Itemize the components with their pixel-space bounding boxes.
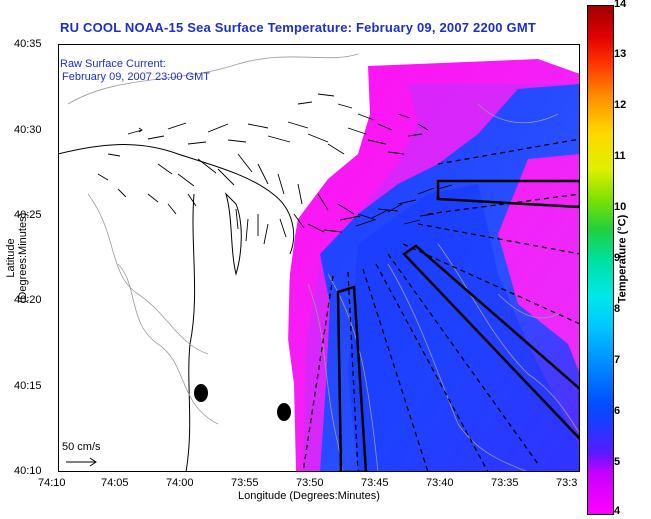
x-axis-label: Longitude (Degrees:Minutes)	[238, 490, 380, 502]
scale-arrow	[66, 457, 97, 467]
y-tick-label: 40:35	[14, 38, 42, 50]
colorbar-tick: 11	[614, 150, 626, 162]
y-tick-label: 40:10	[14, 465, 42, 477]
colorbar-tick: 13	[614, 48, 627, 60]
surface-current-vectors	[97, 93, 453, 245]
x-tick-label: 73:3	[556, 477, 578, 489]
x-tick-label: 73:40	[426, 477, 454, 489]
temperature-colorbar	[587, 5, 614, 515]
x-tick-label: 74:05	[101, 477, 129, 489]
station-marker	[277, 403, 291, 421]
y-tick-label: 40:30	[14, 124, 42, 136]
x-tick-label: 73:50	[296, 477, 324, 489]
coastline-hook	[225, 192, 242, 276]
y-tick-label: 40:20	[14, 294, 42, 306]
colorbar-tick: 10	[614, 201, 627, 213]
land-area	[58, 44, 363, 472]
current-legend-title: Raw Surface Current:	[60, 58, 166, 70]
map-canvas	[58, 44, 580, 472]
colorbar-tick: 5	[614, 456, 621, 468]
x-tick-label: 73:45	[361, 477, 389, 489]
scale-label: 50 cm/s	[62, 441, 101, 453]
coastline-bay	[58, 144, 295, 255]
colorbar-tick: 14	[614, 0, 627, 10]
colorbar-tick: 8	[614, 303, 621, 315]
colorbar-tick: 6	[614, 405, 621, 417]
colorbar-tick: 7	[614, 354, 621, 366]
x-tick-label: 73:35	[491, 477, 519, 489]
map-title: RU COOL NOAA-15 Sea Surface Temperature:…	[60, 20, 537, 35]
colorbar-tick: 12	[614, 99, 627, 111]
x-tick-label: 73:55	[231, 477, 259, 489]
colorbar-tick: 9	[614, 252, 621, 264]
plot-frame	[58, 44, 580, 472]
x-tick-label: 74:00	[166, 477, 194, 489]
y-axis-label: Latitude (Degrees:Minutes)	[5, 212, 29, 304]
station-marker	[194, 384, 208, 402]
sst-map	[58, 44, 580, 472]
x-tick-label: 74:10	[38, 477, 66, 489]
sampling-boxes	[336, 179, 580, 472]
transect-lines	[302, 138, 580, 472]
current-legend-date: February 09, 2007 23:00 GMT	[62, 71, 210, 83]
colorbar-tick: 4	[614, 505, 621, 517]
bathymetry-contours	[67, 53, 580, 472]
y-tick-label: 40:15	[14, 380, 42, 392]
y-tick-label: 40:25	[14, 209, 42, 221]
colorbar-label: Temperature (°C)	[616, 214, 629, 304]
